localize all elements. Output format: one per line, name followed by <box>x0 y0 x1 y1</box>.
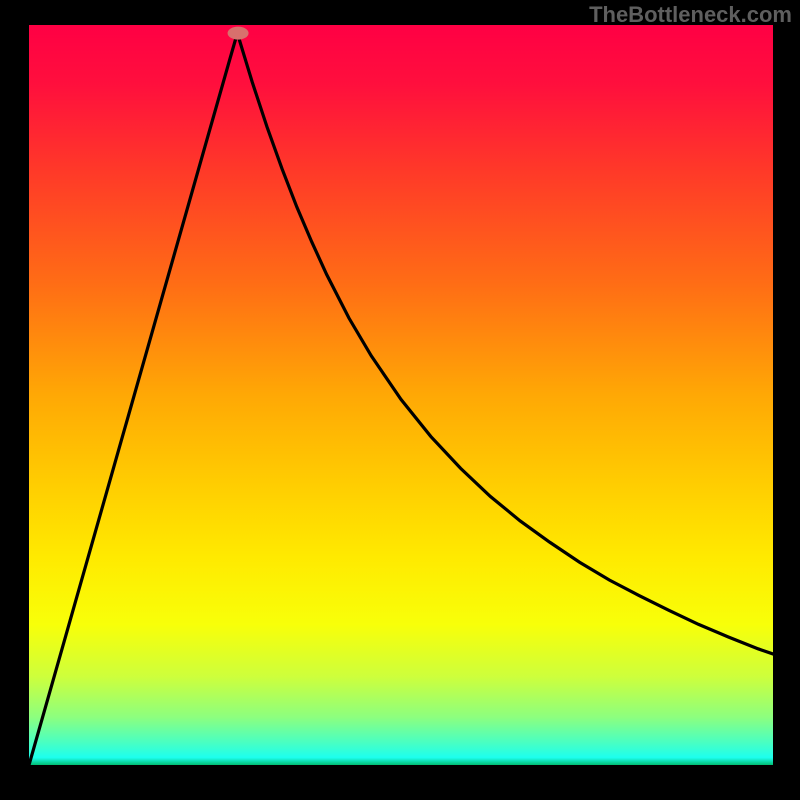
curve-layer <box>29 25 773 765</box>
minimum-marker <box>228 27 248 39</box>
curve-right-branch <box>237 33 773 654</box>
image-root: TheBottleneck.com <box>0 0 800 800</box>
plot-area <box>29 25 773 765</box>
curve-left-branch <box>29 33 237 765</box>
watermark-text: TheBottleneck.com <box>589 2 792 28</box>
